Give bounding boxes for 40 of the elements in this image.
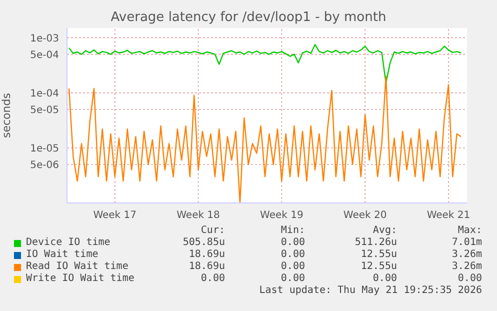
legend-label: Device IO time bbox=[26, 237, 110, 248]
text: 3.26m bbox=[452, 249, 482, 260]
x-tick-label: Week 19 bbox=[260, 210, 304, 222]
text: 0.00 bbox=[280, 249, 305, 260]
text: 0.00 bbox=[280, 273, 305, 284]
legend-label: IO Wait time bbox=[26, 249, 98, 260]
text: Avg: bbox=[372, 225, 397, 236]
y-axis-title: seconds bbox=[0, 92, 13, 138]
text: 0.00 bbox=[200, 273, 225, 284]
y-tick-label: 1e-03 bbox=[30, 33, 59, 44]
chart-title: Average latency for /dev/loop1 - by month bbox=[110, 10, 388, 25]
text: 0.00 bbox=[280, 261, 305, 272]
line-series bbox=[68, 44, 462, 84]
y-tick-label: 1e-05 bbox=[30, 143, 59, 154]
y-tick-label: 5e-04 bbox=[30, 50, 59, 61]
line-series bbox=[68, 76, 462, 203]
text: 0.00 bbox=[280, 237, 305, 248]
x-tick-label: Week 18 bbox=[176, 210, 220, 222]
text: 0.00 bbox=[458, 273, 482, 284]
text: Cur: bbox=[200, 225, 225, 236]
text: Last update: Thu May 21 19:25:35 2026 bbox=[259, 285, 482, 296]
text: Min: bbox=[280, 225, 305, 236]
text: 511.26u bbox=[354, 237, 397, 248]
x-tick-label: Week 17 bbox=[93, 210, 137, 222]
text: 18.69u bbox=[188, 261, 225, 272]
x-tick-label: Week 20 bbox=[343, 210, 387, 222]
text: 12.55u bbox=[360, 261, 397, 272]
y-tick-label: 5e-06 bbox=[30, 160, 59, 172]
y-tick-label: 1e-04 bbox=[30, 88, 59, 100]
x-tick-label: Week 21 bbox=[426, 210, 470, 222]
text: Max: bbox=[458, 225, 482, 236]
text: 7.01m bbox=[452, 237, 482, 248]
text: 0.00 bbox=[372, 273, 397, 284]
y-tick-label: 5e-05 bbox=[30, 104, 59, 116]
text: 3.26m bbox=[452, 261, 482, 272]
text: 12.55u bbox=[360, 249, 397, 260]
legend-label: Read IO Wait time bbox=[26, 261, 128, 272]
text: 505.85u bbox=[182, 237, 225, 248]
legend-label: Write IO Wait time bbox=[26, 273, 134, 284]
text: 18.69u bbox=[188, 249, 225, 260]
